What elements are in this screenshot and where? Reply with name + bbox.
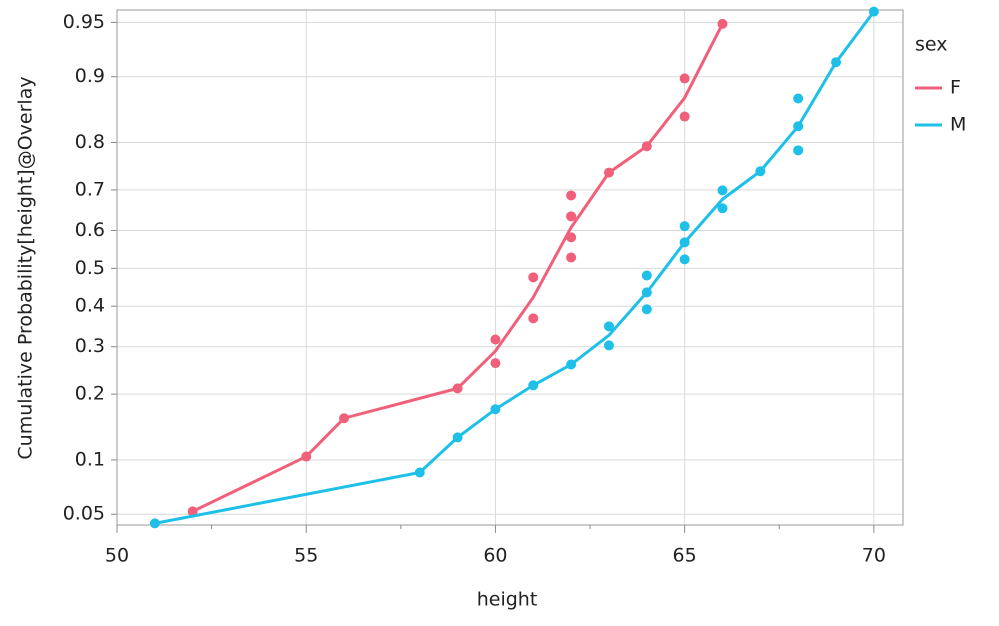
data-point — [679, 237, 690, 248]
y-tick-label: 0.3 — [75, 335, 105, 357]
data-point — [603, 340, 614, 351]
data-point — [452, 432, 463, 443]
data-point — [528, 272, 539, 283]
data-point — [793, 121, 804, 132]
data-point — [679, 221, 690, 232]
data-point — [793, 93, 804, 104]
data-point — [717, 203, 728, 214]
data-point — [793, 145, 804, 156]
y-tick-label: 0.6 — [75, 219, 105, 241]
y-tick-label: 0.1 — [75, 448, 105, 470]
y-tick-label: 0.4 — [75, 295, 105, 317]
fit-line — [154, 10, 876, 525]
fit-line — [192, 23, 724, 513]
data-point — [641, 270, 652, 281]
data-point — [603, 321, 614, 332]
data-point — [566, 359, 577, 370]
data-point — [301, 451, 312, 462]
data-point — [641, 304, 652, 315]
y-tick-label: 0.5 — [75, 257, 105, 279]
legend-label: M — [950, 114, 966, 136]
data-point — [566, 252, 577, 263]
y-tick-label: 0.95 — [63, 11, 105, 33]
data-point — [868, 6, 879, 17]
data-point — [755, 166, 766, 177]
x-tick-label: 65 — [673, 545, 697, 567]
data-point — [149, 518, 160, 529]
data-point — [831, 57, 842, 68]
data-point — [452, 383, 463, 394]
y-tick-label: 0.2 — [75, 383, 105, 405]
legend-title: sex — [915, 34, 948, 56]
data-point — [187, 506, 198, 517]
x-tick-label: 70 — [862, 545, 886, 567]
data-point — [717, 18, 728, 29]
data-point — [603, 167, 614, 178]
data-point — [566, 211, 577, 222]
x-tick-label: 50 — [105, 545, 129, 567]
data-point — [641, 141, 652, 152]
data-point — [566, 190, 577, 201]
data-point — [490, 404, 501, 415]
data-point — [679, 111, 690, 122]
legend-label: F — [950, 77, 961, 99]
x-tick-label: 60 — [483, 545, 507, 567]
data-point — [679, 73, 690, 84]
data-point — [528, 313, 539, 324]
data-point — [641, 287, 652, 298]
data-point — [679, 254, 690, 265]
plot-frame — [116, 9, 904, 526]
y-tick-label: 0.05 — [63, 503, 105, 525]
data-point — [414, 467, 425, 478]
y-axis-title: Cumulative Probability[height]@Overlay — [15, 76, 37, 459]
data-point — [490, 334, 501, 345]
y-tick-label: 0.7 — [75, 178, 105, 200]
data-point — [528, 380, 539, 391]
data-point — [490, 358, 501, 369]
x-tick-label: 55 — [294, 545, 318, 567]
x-axis-title: height — [477, 589, 538, 611]
data-point — [566, 232, 577, 243]
data-point — [339, 413, 350, 424]
data-point — [717, 185, 728, 196]
y-tick-label: 0.8 — [75, 131, 105, 153]
y-tick-label: 0.9 — [75, 65, 105, 87]
